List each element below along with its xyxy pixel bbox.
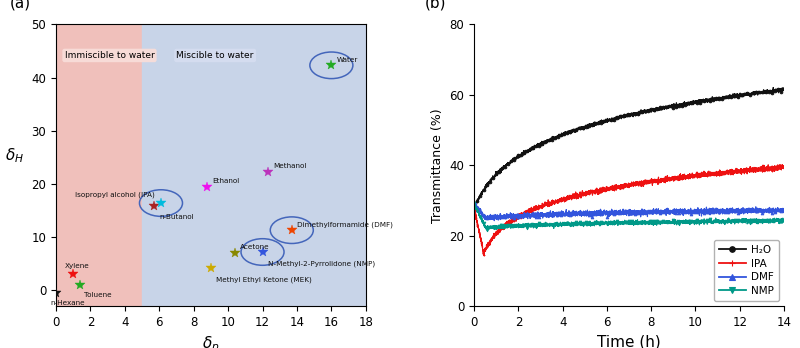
NMP (470, 201, 479, 205)
Line: NMP: NMP (473, 202, 786, 231)
H₂O (774, 88, 783, 92)
Text: N-Methyl-2-Pyrrolidone (NMP): N-Methyl-2-Pyrrolidone (NMP) (268, 260, 375, 267)
NMP (740, 218, 750, 222)
H₂O (470, 205, 479, 209)
NMP (774, 218, 783, 222)
NMP (470, 201, 479, 205)
X-axis label: Time (h): Time (h) (598, 334, 661, 348)
H₂O (588, 124, 598, 128)
NMP (779, 220, 789, 224)
Text: Acetone: Acetone (240, 244, 270, 251)
Line: DMF: DMF (473, 202, 786, 222)
DMF (740, 207, 750, 211)
Y-axis label: Transmittance (%): Transmittance (%) (431, 108, 444, 223)
IPA (602, 189, 611, 193)
Text: (b): (b) (425, 0, 446, 10)
Text: Methyl Ethyl Ketone (MEK): Methyl Ethyl Ketone (MEK) (216, 277, 312, 283)
Text: Ethanol: Ethanol (213, 179, 240, 184)
DMF (523, 214, 533, 218)
DMF (490, 219, 499, 223)
Text: Methanol: Methanol (273, 163, 306, 169)
IPA (479, 254, 489, 258)
DMF (589, 212, 598, 216)
Text: (a): (a) (10, 0, 30, 10)
DMF (471, 201, 481, 206)
IPA (778, 163, 787, 167)
IPA (470, 208, 479, 212)
Text: Water: Water (337, 57, 358, 63)
NMP (589, 222, 598, 226)
NMP (523, 222, 533, 227)
DMF (505, 214, 514, 218)
H₂O (769, 85, 778, 89)
IPA (588, 188, 598, 192)
H₂O (779, 88, 789, 92)
DMF (470, 203, 479, 207)
IPA (505, 219, 514, 223)
Bar (56, 24, 142, 306)
Line: H₂O: H₂O (473, 86, 786, 209)
IPA (740, 168, 750, 172)
Bar (142, 24, 383, 306)
Text: n-Hexane: n-Hexane (51, 300, 86, 306)
Y-axis label: $\delta_H$: $\delta_H$ (6, 147, 24, 165)
Text: Xylene: Xylene (65, 263, 90, 269)
Text: Toluene: Toluene (83, 292, 111, 298)
IPA (774, 165, 783, 169)
Text: Immiscible to water: Immiscible to water (65, 51, 154, 60)
DMF (779, 207, 789, 212)
H₂O (602, 119, 611, 123)
Line: IPA: IPA (473, 163, 786, 257)
NMP (505, 224, 514, 228)
NMP (602, 220, 611, 224)
X-axis label: $\delta_p$: $\delta_p$ (202, 334, 220, 348)
H₂O (740, 92, 750, 96)
IPA (779, 166, 789, 171)
H₂O (470, 205, 479, 209)
H₂O (505, 161, 514, 165)
Text: Isopropyl alcohol (IPA): Isopropyl alcohol (IPA) (75, 191, 154, 198)
Text: Miscible to water: Miscible to water (177, 51, 254, 60)
DMF (774, 208, 783, 213)
DMF (602, 208, 611, 213)
Legend: H₂O, IPA, DMF, NMP: H₂O, IPA, DMF, NMP (714, 240, 778, 301)
Text: Dimethylformamide (DMF): Dimethylformamide (DMF) (297, 221, 393, 228)
H₂O (523, 148, 533, 152)
NMP (482, 228, 491, 232)
Text: n-Butanol: n-Butanol (159, 214, 194, 220)
IPA (523, 213, 533, 217)
